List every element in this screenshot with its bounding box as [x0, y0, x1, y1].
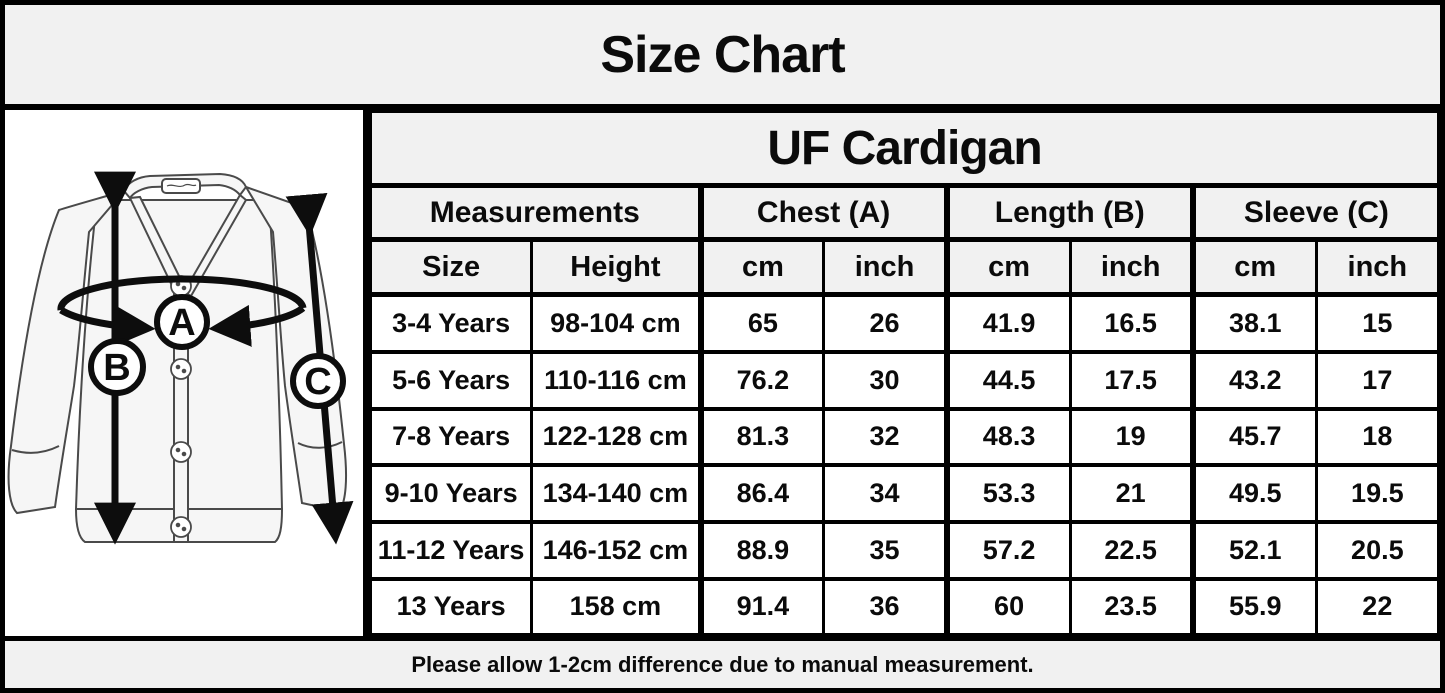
cell-length-cm: 41.9	[943, 292, 1072, 354]
product-title: UF Cardigan	[369, 110, 1440, 188]
cell-length-cm: 57.2	[943, 519, 1072, 581]
cell-length-inch: 19	[1068, 406, 1195, 467]
table-row: 5-6 Years 110-116 cm 76.2 30 44.5 17.5 4…	[368, 349, 1441, 411]
cell-size: 3-4 Years	[368, 292, 534, 354]
page-title: Size Chart	[600, 25, 845, 84]
cell-chest-inch: 32	[822, 406, 949, 467]
size-table-panel: UF Cardigan Measurements Chest (A) Lengt…	[368, 110, 1441, 636]
cell-height: 146-152 cm	[530, 519, 702, 581]
cell-length-cm: 53.3	[943, 463, 1072, 524]
cell-sleeve-cm: 49.5	[1189, 463, 1318, 524]
table-row: 3-4 Years 98-104 cm 65 26 41.9 16.5 38.1…	[368, 292, 1441, 354]
left-sleeve	[7, 189, 127, 515]
col-header-chest-cm: cm	[697, 238, 826, 297]
col-header-sleeve-cm: cm	[1189, 238, 1318, 297]
main-area: A B C	[5, 110, 1441, 636]
cell-chest-cm: 76.2	[697, 349, 826, 411]
cell-sleeve-inch: 19.5	[1314, 463, 1441, 524]
cardigan-sketch: A B C	[7, 171, 354, 545]
cell-height: 122-128 cm	[530, 406, 702, 467]
cell-length-cm: 48.3	[943, 406, 1072, 467]
cell-size: 13 Years	[368, 576, 534, 636]
cell-chest-cm: 91.4	[697, 576, 826, 636]
cell-length-cm: 60	[943, 576, 1072, 636]
cell-chest-inch: 35	[822, 519, 949, 581]
cell-height: 134-140 cm	[530, 463, 702, 524]
badge-c-label: C	[304, 361, 331, 403]
cell-chest-inch: 34	[822, 463, 949, 524]
cell-size: 11-12 Years	[368, 519, 534, 581]
cell-height: 98-104 cm	[530, 292, 702, 354]
col-header-size: Size	[368, 238, 534, 297]
col-group-chest: Chest (A)	[697, 184, 949, 242]
cell-sleeve-cm: 38.1	[1189, 292, 1318, 354]
badge-c: C	[290, 353, 346, 409]
cell-chest-cm: 81.3	[697, 406, 826, 467]
col-header-length-inch: inch	[1068, 238, 1195, 297]
chest-arrow-top-arc	[57, 275, 307, 311]
cell-sleeve-inch: 18	[1314, 406, 1441, 467]
cardigan-diagram-panel: A B C	[5, 110, 363, 636]
table-row: 7-8 Years 122-128 cm 81.3 32 48.3 19 45.…	[368, 406, 1441, 467]
cell-length-inch: 22.5	[1068, 519, 1195, 581]
cell-size: 7-8 Years	[368, 406, 534, 467]
col-group-measurements: Measurements	[369, 184, 702, 242]
chest-arrow-left	[59, 305, 156, 348]
chest-arrow-right	[208, 304, 306, 347]
col-header-sleeve-inch: inch	[1314, 238, 1441, 297]
col-header-height: Height	[530, 238, 702, 297]
cell-sleeve-inch: 17	[1314, 349, 1441, 411]
table-row: 9-10 Years 134-140 cm 86.4 34 53.3 21 49…	[368, 463, 1441, 524]
cell-length-inch: 16.5	[1068, 292, 1195, 354]
col-group-sleeve: Sleeve (C)	[1189, 184, 1440, 242]
measure-badges: A B C	[88, 294, 346, 409]
badge-b-label: B	[103, 347, 130, 389]
cell-chest-inch: 26	[822, 292, 949, 354]
cell-length-inch: 21	[1068, 463, 1195, 524]
col-group-length: Length (B)	[943, 184, 1195, 242]
cell-chest-cm: 88.9	[697, 519, 826, 581]
col-header-length-cm: cm	[943, 238, 1072, 297]
cell-size: 5-6 Years	[368, 349, 534, 411]
cell-length-cm: 44.5	[943, 349, 1072, 411]
cell-length-inch: 23.5	[1068, 576, 1195, 636]
cell-sleeve-inch: 20.5	[1314, 519, 1441, 581]
col-header-chest-inch: inch	[822, 238, 949, 297]
cell-sleeve-inch: 15	[1314, 292, 1441, 354]
badge-a-label: A	[168, 302, 195, 344]
cell-sleeve-cm: 55.9	[1189, 576, 1318, 636]
cell-sleeve-cm: 45.7	[1189, 406, 1318, 467]
title-bar: Size Chart	[5, 5, 1440, 104]
table-row: 11-12 Years 146-152 cm 88.9 35 57.2 22.5…	[368, 519, 1441, 581]
footer-note: Please allow 1-2cm difference due to man…	[411, 651, 1034, 677]
cell-chest-cm: 65	[697, 292, 826, 354]
cell-chest-inch: 36	[822, 576, 949, 636]
cell-chest-cm: 86.4	[697, 463, 826, 524]
cell-sleeve-cm: 52.1	[1189, 519, 1318, 581]
cell-sleeve-cm: 43.2	[1189, 349, 1318, 411]
table-row: 13 Years 158 cm 91.4 36 60 23.5 55.9 22	[368, 576, 1441, 636]
cell-height: 110-116 cm	[530, 349, 702, 411]
cardigan-body	[7, 172, 348, 543]
cell-height: 158 cm	[530, 576, 702, 636]
badge-a: A	[154, 294, 210, 350]
cell-length-inch: 17.5	[1068, 349, 1195, 411]
footer-note-bar: Please allow 1-2cm difference due to man…	[5, 641, 1440, 688]
cell-sleeve-inch: 22	[1314, 576, 1441, 636]
size-table: UF Cardigan Measurements Chest (A) Lengt…	[368, 110, 1441, 636]
badge-b: B	[88, 338, 146, 396]
cell-size: 9-10 Years	[368, 463, 534, 524]
cell-chest-inch: 30	[822, 349, 949, 411]
